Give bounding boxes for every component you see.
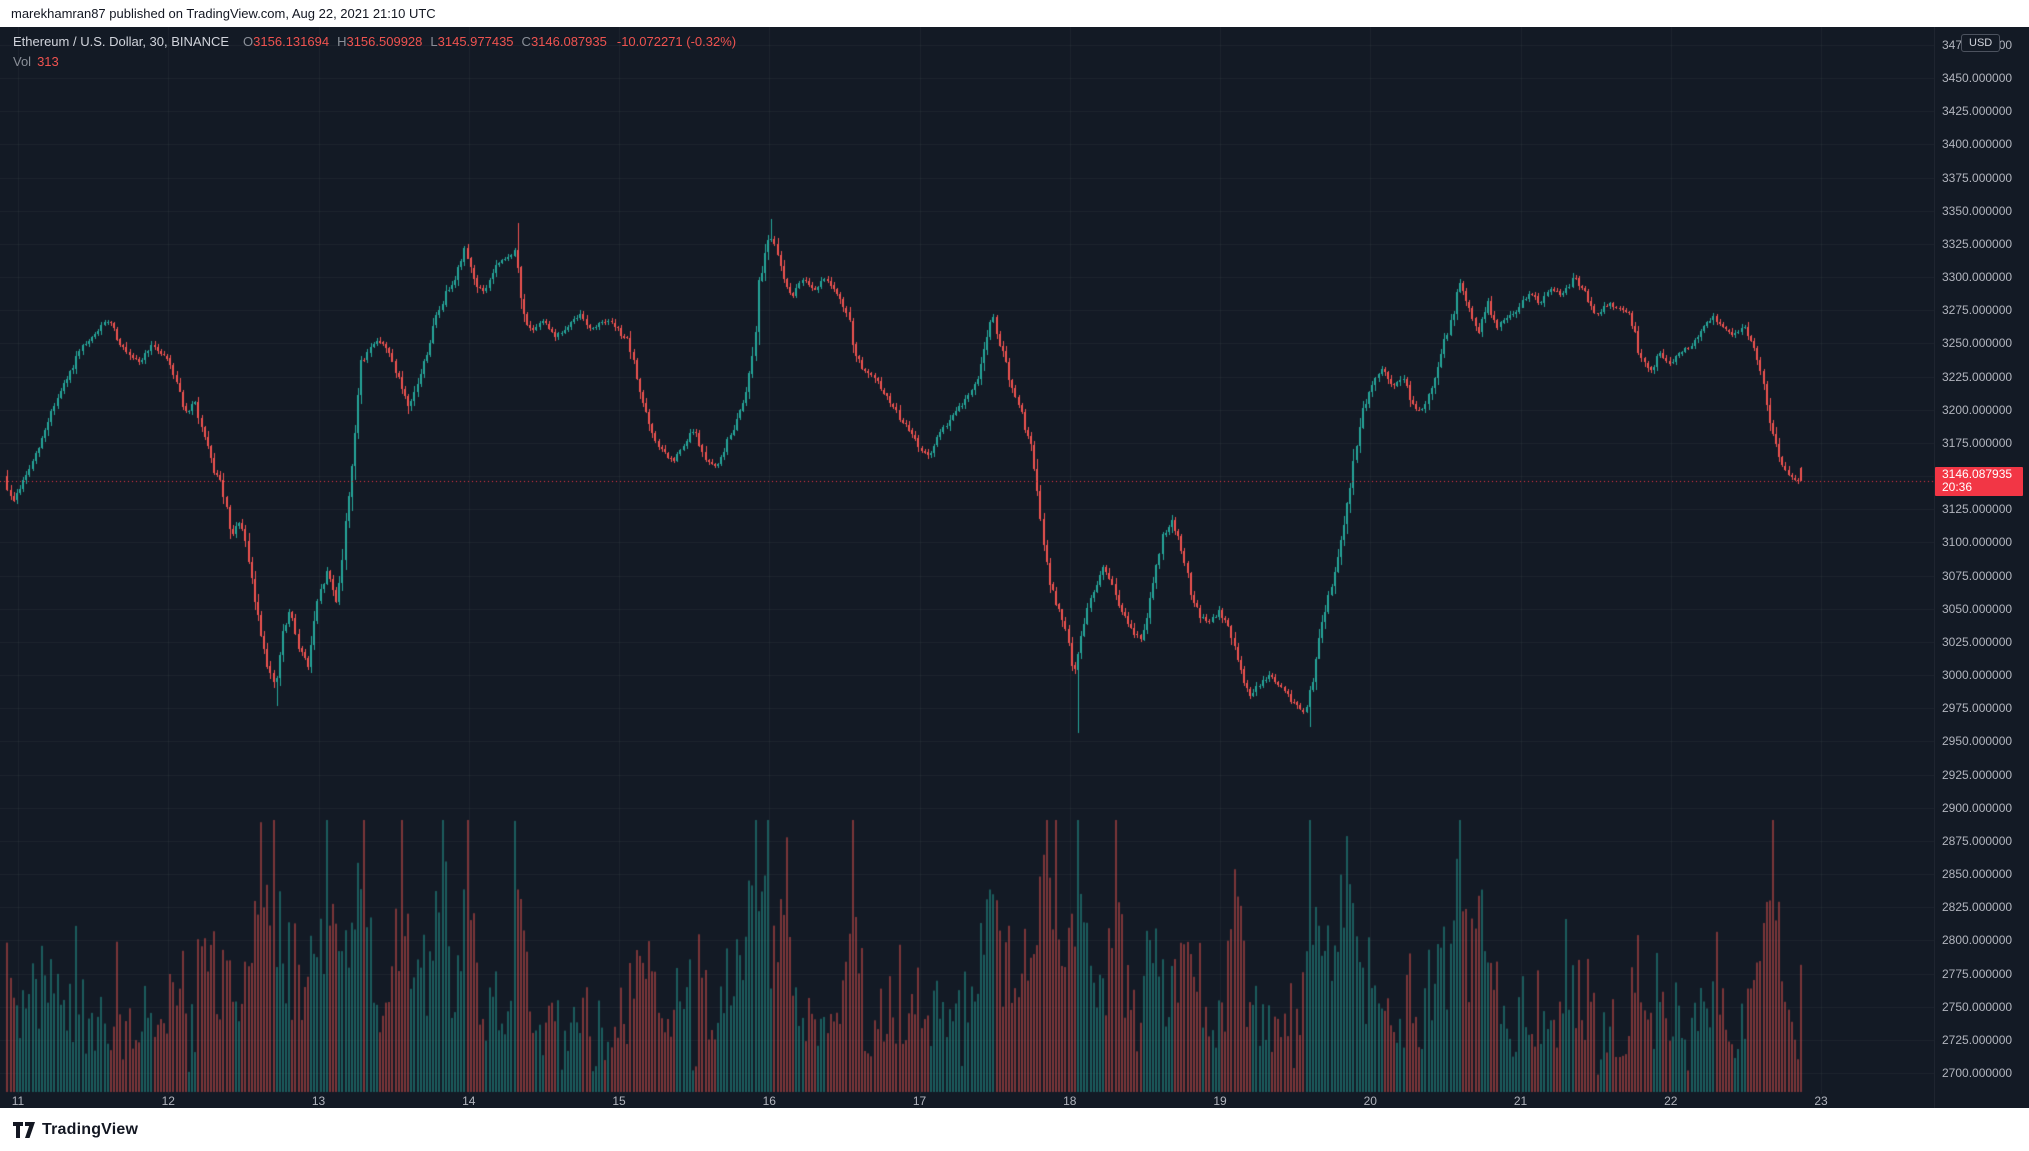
price-axis-label: 3175.000000 [1942, 435, 2013, 450]
open-value: 3156.131694 [253, 34, 330, 49]
time-axis-label: 19 [1213, 1094, 1227, 1108]
price-axis-label: 3350.000000 [1942, 203, 2013, 218]
price-axis-label: 2900.000000 [1942, 800, 2013, 815]
price-axis-label: 3375.000000 [1942, 170, 2013, 185]
price-axis-label: 2950.000000 [1942, 734, 2013, 749]
open-label: O [243, 34, 254, 49]
price-axis-label: 2975.000000 [1942, 701, 2013, 716]
published-info-text: marekhamran87 published on TradingView.c… [11, 6, 436, 21]
countdown-timer: 20:36 [1942, 480, 1973, 495]
price-axis-label: 2700.000000 [1942, 1066, 2013, 1080]
low-label: L [430, 34, 438, 49]
top-bar: marekhamran87 published on TradingView.c… [0, 0, 2029, 27]
tradingview-brand-text: TradingView [42, 1120, 139, 1138]
high-label: H [337, 34, 347, 49]
time-axis-label: 18 [1063, 1094, 1077, 1108]
price-axis-label: 2925.000000 [1942, 767, 2013, 782]
price-axis-label: 2800.000000 [1942, 933, 2013, 948]
time-axis-label: 17 [912, 1094, 927, 1108]
tradingview-logo-icon [13, 1121, 35, 1138]
time-axis-label: 11 [11, 1094, 25, 1108]
price-axis-label: 3025.000000 [1942, 634, 2013, 649]
price-axis-label: 3275.000000 [1942, 303, 2013, 318]
time-axis-label: 21 [1513, 1094, 1528, 1108]
price-axis-label: 2825.000000 [1942, 900, 2013, 915]
price-axis-label: 3200.000000 [1942, 402, 2013, 417]
close-value: 3146.087935 [530, 34, 607, 49]
low-value: 3145.977435 [437, 34, 514, 49]
price-axis-label: 2725.000000 [1942, 1032, 2013, 1047]
candlestick-canvas[interactable] [0, 27, 1934, 1094]
price-axis-label: 2750.000000 [1942, 999, 2013, 1014]
tradingview-logo[interactable]: TradingView [13, 1121, 138, 1139]
price-axis-label: 2775.000000 [1942, 966, 2013, 981]
last-price-badge: 3146.087935 20:36 [1935, 467, 2023, 497]
close-label: C [521, 34, 531, 49]
price-axis-label: 3400.000000 [1942, 137, 2013, 152]
time-axis-label: 20 [1363, 1094, 1377, 1108]
symbol-title[interactable]: Ethereum / U.S. Dollar, 30, BINANCE [13, 34, 230, 49]
time-axis[interactable]: 11 12 13 14 15 16 17 18 19 20 21 22 23 [0, 1094, 1934, 1108]
price-axis-label: 3250.000000 [1942, 336, 2013, 351]
price-axis-label: 3300.000000 [1942, 270, 2013, 284]
price-axis-label: 3225.000000 [1942, 369, 2013, 384]
price-axis-label: 2850.000000 [1942, 867, 2013, 881]
price-axis-label: 3075.000000 [1942, 568, 2013, 583]
time-axis-label: 23 [1814, 1094, 1828, 1108]
price-axis-label: 3000.000000 [1942, 668, 2013, 682]
price-axis-label: 3050.000000 [1942, 601, 2013, 616]
time-axis-label: 13 [311, 1094, 326, 1108]
price-axis-label: 2875.000000 [1942, 833, 2013, 848]
high-value: 3156.509928 [346, 34, 423, 49]
volume-label: Vol [13, 54, 32, 69]
change-value: -10.072271 (-0.32%) [616, 34, 737, 49]
price-axis-label: 3125.000000 [1942, 502, 2013, 517]
last-price-value: 3146.087935 [1942, 467, 2013, 482]
price-axis-label: 3425.000000 [1942, 104, 2013, 119]
footer: TradingView [0, 1108, 2029, 1151]
time-axis-label: 22 [1664, 1094, 1678, 1108]
time-axis-label: 16 [762, 1094, 776, 1108]
price-axis-label: 3450.000000 [1942, 71, 2013, 85]
time-axis-label: 12 [161, 1094, 175, 1108]
price-axis-label: 3100.000000 [1942, 535, 2013, 550]
time-axis-label: 15 [612, 1094, 626, 1108]
legend: Ethereum / U.S. Dollar, 30, BINANCE O3156… [13, 34, 736, 69]
volume-value: 313 [37, 54, 59, 69]
time-axis-label: 14 [462, 1094, 476, 1108]
chart-area: Ethereum / U.S. Dollar, 30, BINANCE O3156… [0, 27, 2029, 1108]
price-axis[interactable]: 3475.000000 USD 3146.087935 20:36 3450.0… [1934, 27, 2029, 1108]
currency-toggle[interactable]: USD [1961, 34, 2001, 52]
price-axis-label: 3325.000000 [1942, 236, 2013, 251]
